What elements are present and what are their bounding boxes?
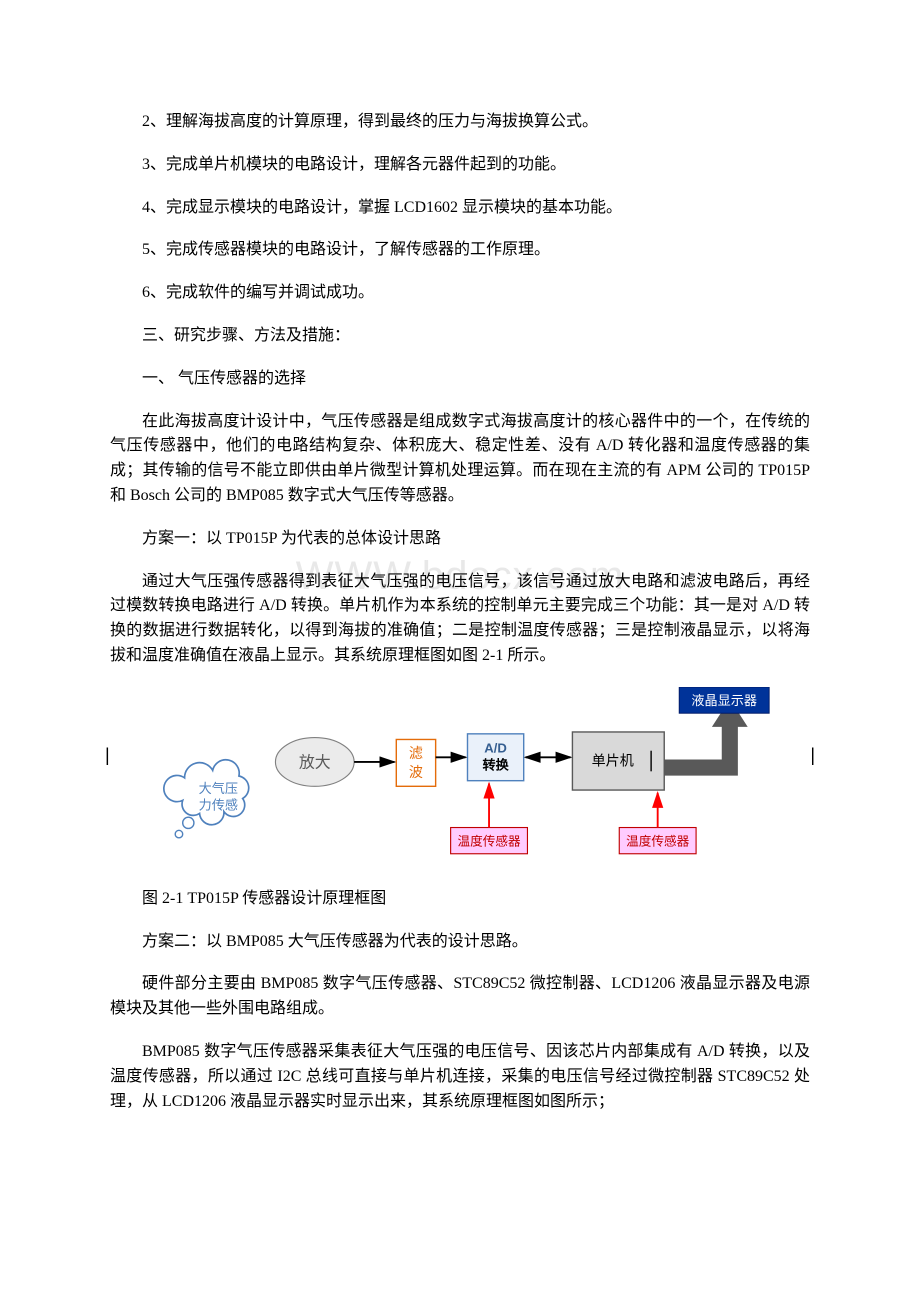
svg-text:液晶显示器: 液晶显示器 [691, 693, 757, 708]
block-diagram-svg: 液晶显示器单片机 A/D转换 滤波 放大大气压力传感温度传感器 温度传感器 [150, 687, 770, 865]
diagram-figure-2-1: | | 液晶显示器单片机A/D转换滤波放大大气压力传感温度传感器温度传感器 [110, 687, 810, 865]
subsection-1-title: 一、 气压传感器的选择 [110, 367, 810, 392]
list-item-6: 6、完成软件的编写并调试成功。 [110, 281, 810, 306]
list-item-2: 2、理解海拔高度的计算原理，得到最终的压力与海拔换算公式。 [110, 110, 810, 135]
paragraph-2: 通过大气压强传感器得到表征大气压强的电压信号，该信号通过放大电路和滤波电路后，再… [110, 570, 810, 669]
svg-text:大气压: 大气压 [199, 781, 238, 796]
figure-caption: 图 2-1 TP015P 传感器设计原理框图 [110, 887, 810, 912]
svg-text:放大: 放大 [299, 753, 331, 771]
section-3-title: 三、研究步骤、方法及措施： [110, 324, 810, 349]
list-item-4: 4、完成显示模块的电路设计，掌握 LCD1602 显示模块的基本功能。 [110, 196, 810, 221]
svg-text:温度传感器: 温度传感器 [457, 833, 520, 848]
svg-text:A/D: A/D [484, 740, 507, 755]
plan-1-title: 方案一：以 TP015P 为代表的总体设计思路 [110, 527, 810, 552]
crop-mark-left: | [105, 742, 110, 770]
list-item-3: 3、完成单片机模块的电路设计，理解各元器件起到的功能。 [110, 153, 810, 178]
svg-text:滤: 滤 [409, 746, 423, 762]
paragraph-1: 在此海拔高度计设计中，气压传感器是组成数字式海拔高度计的核心器件中的一个，在传统… [110, 410, 810, 509]
svg-text:力传感: 力传感 [199, 796, 238, 812]
crop-mark-right: | [810, 742, 815, 770]
paragraph-4: BMP085 数字气压传感器采集表征大气压强的电压信号、因该芯片内部集成有 A/… [110, 1040, 810, 1114]
paragraph-3: 硬件部分主要由 BMP085 数字气压传感器、STC89C52 微控制器、LCD… [110, 972, 810, 1022]
svg-text:单片机: 单片机 [592, 753, 634, 769]
plan-2-title: 方案二：以 BMP085 大气压传感器为代表的设计思路。 [110, 930, 810, 955]
svg-text:波: 波 [409, 765, 423, 781]
list-item-5: 5、完成传感器模块的电路设计，了解传感器的工作原理。 [110, 238, 810, 263]
svg-text:转换: 转换 [482, 756, 509, 772]
svg-text:温度传感器: 温度传感器 [626, 833, 689, 848]
